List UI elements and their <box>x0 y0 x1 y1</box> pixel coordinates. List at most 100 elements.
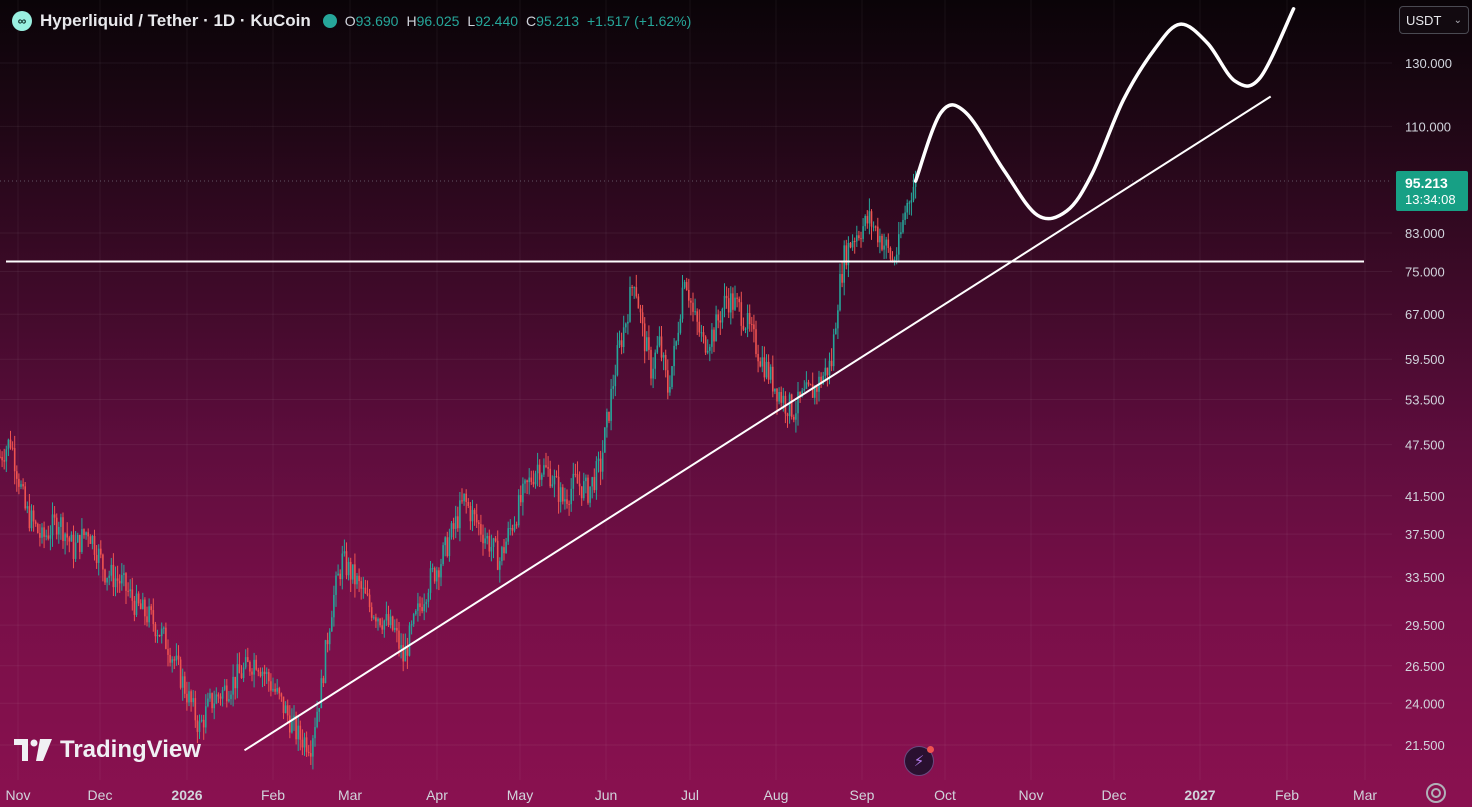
candle-body <box>228 699 230 702</box>
candle-body <box>646 337 648 352</box>
candle-body <box>343 551 346 554</box>
candle-body <box>223 685 226 690</box>
candle-body <box>347 561 350 576</box>
candle-body <box>774 388 776 392</box>
market-status-icon[interactable] <box>322 14 337 28</box>
candle-body <box>415 610 417 615</box>
candle-body <box>127 590 129 592</box>
candle-body <box>568 503 570 505</box>
candle-body <box>566 499 568 504</box>
candle-body <box>24 486 26 509</box>
candle-body <box>41 527 43 538</box>
candle-body <box>757 353 759 362</box>
candle-body <box>763 357 766 378</box>
candle-body <box>612 386 614 389</box>
candle-body <box>681 287 684 319</box>
chevron-down-icon: ⌄ <box>1453 14 1462 26</box>
settings-gear-icon[interactable] <box>1426 783 1446 803</box>
candle-body <box>696 311 698 322</box>
time-axis[interactable]: Nov Dec 2026 Feb Mar Apr May Jun Jul Aug Sep Oct Nov… <box>6 787 1378 803</box>
y-tick-label: 26.500 <box>1405 659 1445 674</box>
x-tick-label: Oct <box>934 787 956 803</box>
candle-body <box>740 302 743 326</box>
ohlc-close-key: C <box>526 13 537 29</box>
candle-body <box>402 645 404 662</box>
candle-body <box>463 493 465 502</box>
candle-body <box>55 517 58 535</box>
candle-body <box>318 708 320 712</box>
candle-body <box>87 532 89 537</box>
candle-body <box>694 311 696 313</box>
candle-body <box>64 533 66 542</box>
candle-body <box>438 570 440 578</box>
candle-body <box>467 501 470 506</box>
candle-body <box>383 620 386 630</box>
candle-body <box>301 739 304 748</box>
ascending-trend-line[interactable] <box>243 95 1272 752</box>
candle-body <box>866 216 869 224</box>
x-tick-label: 2027 <box>1184 787 1215 803</box>
candle-body <box>135 593 138 615</box>
candle-body <box>423 604 425 612</box>
candle-body <box>843 245 845 283</box>
candle-body <box>488 536 491 552</box>
candle-body <box>200 719 203 722</box>
projection-curve[interactable] <box>913 7 1296 221</box>
candle-body <box>242 667 245 679</box>
y-tick-label: 53.500 <box>1405 392 1445 407</box>
candle-body <box>303 737 306 748</box>
candle-body <box>898 234 900 255</box>
candle-body <box>289 715 291 733</box>
candle-body <box>704 336 707 353</box>
candle-body <box>394 627 396 630</box>
flash-icon[interactable]: ⚡ <box>904 746 934 776</box>
y-tick-label: 83.000 <box>1405 226 1445 241</box>
candle-body <box>700 332 703 334</box>
candle-body <box>148 606 150 623</box>
chart-grid <box>0 180 1392 182</box>
candle-body <box>803 388 806 391</box>
candle-body <box>511 527 514 531</box>
candle-body <box>400 645 402 649</box>
candle-body <box>702 332 705 337</box>
candle-body <box>816 386 818 392</box>
candle-body <box>89 536 92 544</box>
candle-body <box>165 627 167 649</box>
candle-body <box>599 458 602 472</box>
candle-body <box>305 737 308 752</box>
candle-body <box>782 395 785 403</box>
candle-body <box>748 313 751 325</box>
currency-selector[interactable]: USDT ⌄ <box>1399 6 1469 34</box>
tradingview-logo[interactable]: TradingView <box>14 736 201 764</box>
candle-body <box>589 486 591 503</box>
candle-body <box>72 534 75 559</box>
candle-body <box>711 329 713 347</box>
symbol-header: ∞ Hyperliquid / Tether · 1D · KuCoin O93… <box>12 8 691 34</box>
candle-body <box>893 259 896 261</box>
candle-body <box>543 465 545 475</box>
candle-body <box>572 473 575 489</box>
tradingview-wordmark: TradingView <box>60 736 201 763</box>
ohlc-low-value: 92.440 <box>475 13 519 29</box>
candle-body <box>606 411 608 428</box>
x-tick-label: Feb <box>1275 787 1299 803</box>
candle-body <box>849 242 852 248</box>
price-axis[interactable]: 21.500 24.000 26.500 29.500 33.500 37.500 41.5… <box>1405 56 1452 753</box>
candle-body <box>772 366 774 392</box>
chart-drawings[interactable] <box>6 7 1364 752</box>
candle-body <box>900 232 902 235</box>
candle-body <box>106 577 108 583</box>
candle-body <box>175 655 178 661</box>
candle-body <box>341 553 344 580</box>
candle-body <box>198 721 201 732</box>
symbol-title[interactable]: Hyperliquid / Tether · 1D · KuCoin <box>40 11 311 30</box>
candle-body <box>904 212 906 220</box>
candle-body <box>97 548 100 563</box>
candle-body <box>408 625 411 656</box>
candle-body <box>387 614 390 626</box>
candle-body <box>410 624 413 626</box>
y-tick-label: 24.000 <box>1405 696 1445 711</box>
candle-body <box>307 751 310 754</box>
candle-body <box>184 676 186 694</box>
